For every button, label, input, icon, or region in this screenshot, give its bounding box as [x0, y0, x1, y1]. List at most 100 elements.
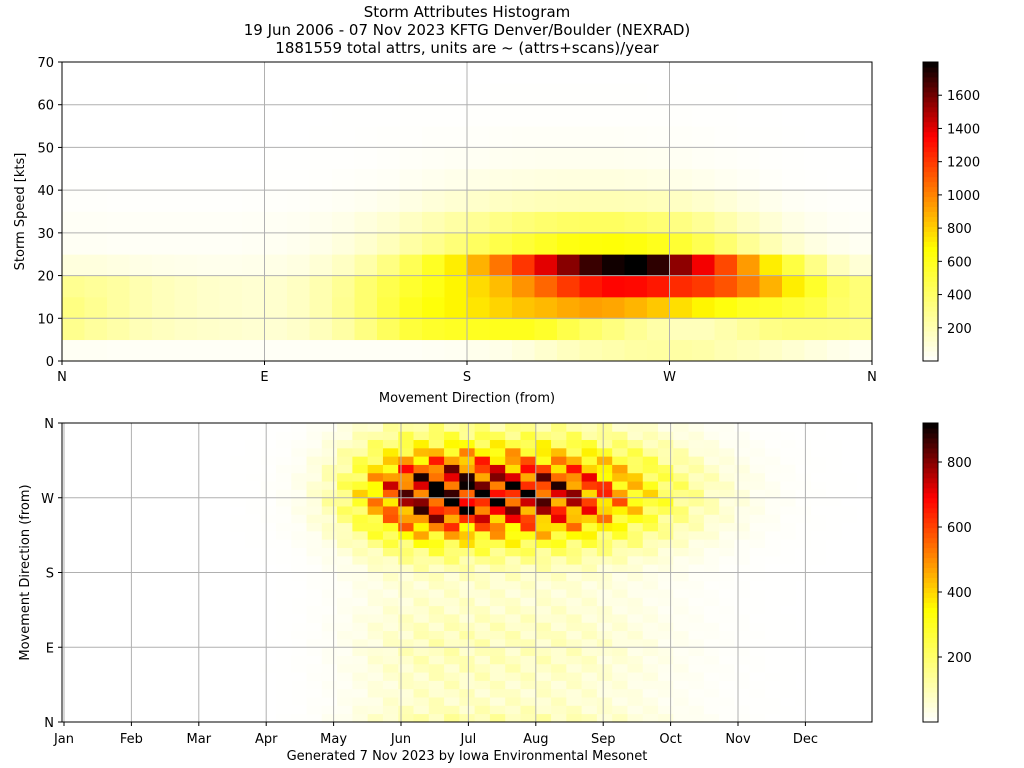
heatmap-cell [367, 589, 384, 598]
heatmap-cell [199, 522, 216, 532]
heatmap-cell [782, 83, 805, 106]
heatmap-cell [489, 680, 506, 690]
heatmap-cell [230, 539, 246, 548]
heatmap-cell [669, 190, 693, 212]
heatmap-cell [422, 254, 445, 276]
heatmap-cell [703, 564, 720, 573]
heatmap-cell [444, 423, 460, 432]
heatmap-cell [703, 481, 720, 490]
colorbar-segment [923, 532, 938, 539]
heatmap-cell [535, 472, 552, 482]
heatmap-cell [92, 622, 109, 632]
heatmap-cell [827, 339, 850, 362]
heatmap-cell [827, 232, 850, 255]
heatmap-cell [352, 647, 369, 656]
heatmap-cell [596, 597, 613, 607]
heatmap-cell [581, 638, 598, 648]
heatmap-cell [692, 126, 715, 148]
colorbar-segment [923, 256, 938, 262]
heatmap-cell [230, 630, 246, 640]
heatmap-cell [719, 514, 735, 524]
heatmap-cell [596, 464, 613, 474]
heatmap-cell [780, 638, 796, 648]
colorbar-segment [923, 196, 938, 203]
heatmap-cell [579, 147, 603, 170]
heatmap-cell [795, 688, 812, 698]
heatmap-cell [459, 506, 476, 515]
heatmap-cell [765, 472, 781, 482]
heatmap-cell [596, 481, 613, 490]
x-tick-label: N [867, 370, 877, 385]
heatmap-cell [459, 589, 476, 598]
heatmap-cell [152, 62, 175, 84]
heatmap-cell [856, 431, 873, 441]
heatmap-cell [535, 597, 552, 607]
heatmap-cell [557, 275, 580, 298]
heatmap-cell [230, 456, 246, 465]
heatmap-cell [673, 647, 690, 656]
heatmap-cell [352, 547, 369, 557]
heatmap-cell [505, 680, 521, 690]
colorbar-segment [923, 261, 938, 267]
heatmap-cell [658, 680, 674, 690]
heatmap-cell [810, 572, 827, 582]
heatmap-cell [92, 630, 109, 640]
heatmap-cell [658, 431, 674, 441]
heatmap-cell [275, 638, 292, 648]
heatmap-cell [647, 339, 670, 362]
heatmap-cell [827, 296, 850, 319]
heatmap-cell [719, 530, 735, 540]
heatmap-cell [153, 506, 170, 515]
heatmap-cell [291, 439, 307, 449]
heatmap-cell [474, 647, 491, 656]
heatmap-cell [624, 104, 648, 127]
heatmap-cell [321, 713, 338, 723]
heatmap-cell [642, 630, 659, 640]
heatmap-cell [566, 647, 583, 656]
heatmap-cell [688, 655, 705, 665]
heatmap-cell [413, 564, 430, 573]
heatmap-cell [428, 530, 445, 540]
heatmap-cell [520, 638, 537, 648]
y-tick-label: 70 [37, 56, 54, 71]
heatmap-cell [765, 663, 781, 673]
heatmap-cell [520, 555, 537, 565]
heatmap-cell [107, 423, 124, 432]
heatmap-cell [219, 211, 243, 234]
heatmap-cell [352, 489, 369, 499]
heatmap-cell [780, 705, 796, 715]
heatmap-cell [214, 589, 231, 598]
heatmap-cell [566, 472, 583, 482]
heatmap-cell [459, 622, 476, 632]
heatmap-cell [264, 254, 288, 276]
heatmap-cell [703, 663, 720, 673]
heatmap-cell [291, 456, 307, 465]
heatmap-cell [219, 62, 243, 84]
y-tick-label: N [44, 417, 54, 432]
heatmap-cell [474, 688, 491, 698]
heatmap-cell [428, 555, 445, 565]
heatmap-cell [184, 580, 200, 590]
heatmap-cell [260, 663, 277, 673]
heatmap-cell [627, 572, 644, 582]
heatmap-cell [398, 713, 414, 723]
heatmap-cell [382, 497, 399, 507]
heatmap-cell [505, 456, 521, 465]
heatmap-cell [647, 168, 670, 191]
heatmap-cell [780, 472, 796, 482]
heatmap-cell [759, 211, 783, 234]
heatmap-cell [337, 564, 353, 573]
heatmap-cell [856, 705, 873, 715]
heatmap-cell [734, 497, 751, 507]
heatmap-cell [647, 126, 670, 148]
heatmap-cell [444, 275, 468, 298]
heatmap-cell [505, 647, 521, 656]
heatmap-cell [856, 572, 873, 582]
heatmap-cell [579, 318, 603, 341]
heatmap-cell [107, 275, 130, 298]
heatmap-cell [287, 104, 310, 127]
heatmap-cell [413, 713, 430, 723]
heatmap-cell [306, 555, 323, 565]
heatmap-cell [321, 522, 338, 532]
heatmap-cell [422, 190, 445, 212]
